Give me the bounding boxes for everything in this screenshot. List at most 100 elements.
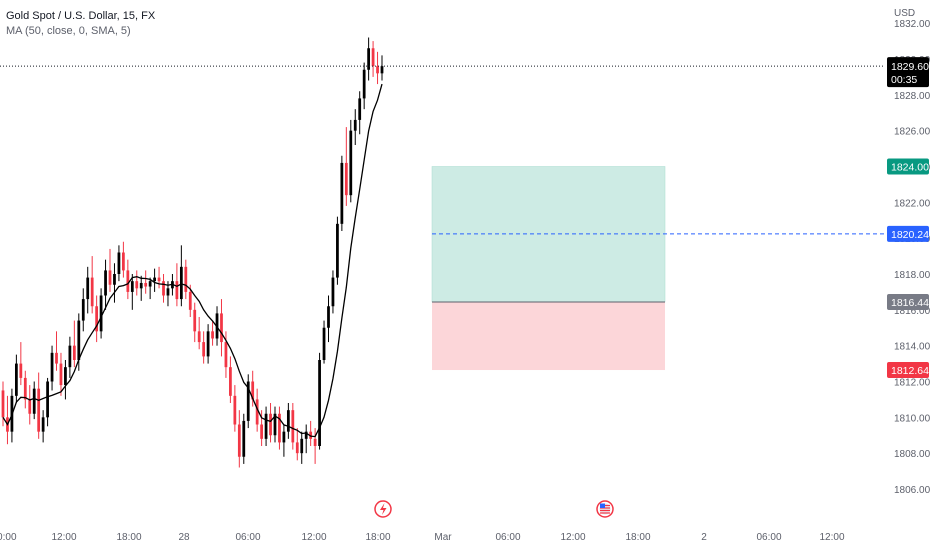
candle-body [206,331,210,357]
entry-price-tag: 1820.24 [887,225,929,242]
time-axis[interactable]: 00:00 12:00 18:00 28 06:00 12:00 18:00 Mar 06:00… [0,532,845,543]
candle [327,295,330,343]
time-tick-label: Mar [434,532,452,543]
candle [202,331,206,364]
candle-body [175,281,179,300]
candle-body [99,295,103,332]
candle-body [179,266,183,300]
candle [295,428,299,461]
candle-body [255,399,259,425]
candle-body [300,438,304,454]
candle [68,336,72,378]
candle-body [286,410,290,432]
time-tick-label: 18:00 [116,532,141,543]
candle-body [371,48,375,67]
candle [46,377,49,427]
time-tick-label: 00:00 [0,532,17,543]
candle-body [295,442,299,454]
candle-body [340,162,344,224]
candle-body [331,277,335,307]
candle [233,385,237,432]
candle-body [19,363,23,378]
time-tick-label: 12:00 [301,532,326,543]
price-tick-label: 1826.00 [894,127,931,138]
candle-body [273,413,277,436]
candle-body [220,313,223,343]
candle [72,320,76,368]
candle [353,109,357,145]
svg-text:1820.24: 1820.24 [891,229,929,241]
candle-body [349,130,353,196]
candle-body [264,413,268,439]
candle-body [291,410,295,443]
loss-zone[interactable] [432,301,665,371]
currency-label[interactable]: USD [894,8,915,19]
candle-body [104,270,107,296]
candle [362,62,366,110]
candle-body [224,342,228,368]
candle-body [246,381,250,421]
candle-body [14,363,18,396]
chart-legend: Gold Spot / U.S. Dollar, 15, FX MA (50, … [6,9,155,39]
candle [113,263,116,303]
candle [282,424,286,457]
candle-body [117,252,121,274]
candle-body [68,345,72,368]
candle-body [282,431,286,443]
candle-body [233,395,237,425]
candle-body [309,431,313,439]
event-markers[interactable] [374,500,614,518]
candle-body [313,438,317,446]
candle [175,263,179,307]
candle [336,216,339,285]
candle-body [237,424,241,457]
candle [1,381,5,427]
candle-body [108,270,112,285]
price-tick-label: 1810.00 [894,413,931,424]
candle-body [336,223,339,278]
candle-body [318,360,321,446]
candle [358,91,362,135]
time-tick-label: 18:00 [625,532,650,543]
candle [86,266,90,314]
candle-body [202,342,206,357]
price-tick-label: 1832.00 [894,19,931,30]
target-price-tag: 1824.00 [887,158,929,175]
candlestick-series [1,37,384,468]
candle [309,420,313,446]
lightning-event-icon[interactable] [374,500,392,518]
candle [344,127,348,206]
candle [104,259,107,310]
candle-body [41,417,45,432]
candle [211,320,214,346]
candle [340,155,344,231]
candle-body [211,331,214,339]
candle [371,41,375,77]
candle [179,245,183,307]
candle [59,352,63,396]
time-tick-label: 18:00 [365,532,390,543]
candle-body [50,352,54,382]
candle-body [59,363,63,386]
candle-body [269,413,272,436]
candle-body [362,69,366,99]
candle-body [135,281,139,289]
price-tick-label: 1822.00 [894,198,931,209]
candle-body [327,306,330,328]
us-flag-event-icon[interactable] [596,500,614,518]
indicator-legend[interactable]: MA (50, close, 0, SMA, 5) [6,25,131,37]
candle [148,277,152,300]
candle-body [184,266,188,292]
candle [23,370,27,409]
long-position-tool[interactable] [431,166,666,371]
candle-body [130,281,134,292]
candle [260,410,263,446]
candle-body [153,277,156,282]
symbol-title[interactable]: Gold Spot / U.S. Dollar, 15, FX [6,10,156,22]
candle [246,374,250,429]
candle-body [113,274,116,285]
candle-body [304,431,308,439]
candle-body [28,399,32,414]
